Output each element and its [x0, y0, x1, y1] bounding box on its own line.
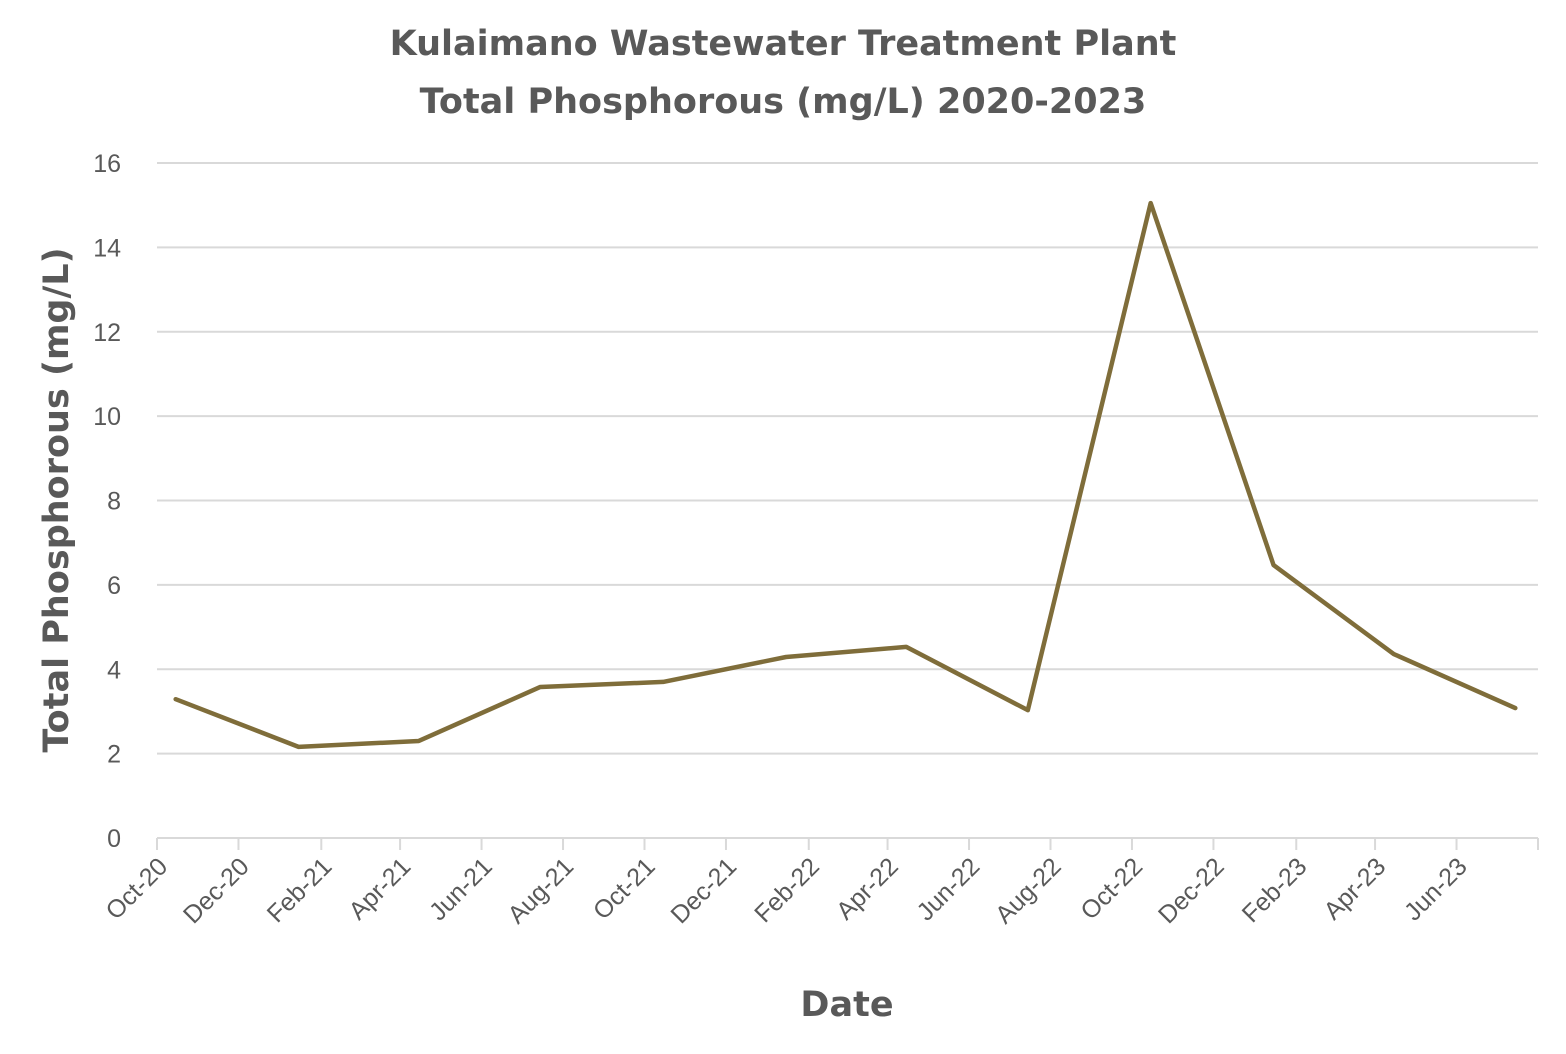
- x-tick-label: Oct-21: [588, 852, 661, 925]
- x-tick-label: Feb-23: [1237, 852, 1313, 928]
- y-tick-label: 10: [93, 403, 121, 431]
- x-tick-label: Jun-22: [911, 852, 985, 926]
- x-tick-label: Jun-23: [1399, 852, 1473, 926]
- y-tick-label: 0: [107, 825, 121, 853]
- x-tick-label: Dec-21: [665, 852, 742, 929]
- chart-title-line-1: Kulaimano Wastewater Treatment Plant: [390, 24, 1177, 64]
- y-axis-title: Total Phosphorous (mg/L): [37, 247, 77, 752]
- x-tick-label: Feb-21: [262, 852, 338, 928]
- x-tick-label: Aug-21: [502, 852, 579, 929]
- x-tick-label: Dec-20: [178, 852, 255, 929]
- y-tick-label: 2: [107, 741, 121, 769]
- y-tick-label: 12: [93, 319, 121, 347]
- y-tick-label: 4: [107, 656, 121, 684]
- x-tick-label: Dec-22: [1153, 852, 1230, 929]
- y-tick-label: 6: [107, 572, 121, 600]
- series-line: [173, 200, 1518, 750]
- x-tick-label: Jun-21: [424, 852, 498, 926]
- x-tick-label: Aug-22: [990, 852, 1067, 929]
- y-tick-label: 16: [93, 150, 121, 178]
- y-tick-label: 14: [93, 234, 121, 262]
- x-tick-label: Apr-23: [1318, 852, 1391, 925]
- x-tick-label: Oct-22: [1075, 852, 1148, 925]
- x-tick-label: Apr-21: [343, 852, 416, 925]
- chart-title-line-2: Total Phosphorous (mg/L) 2020-2023: [420, 82, 1147, 122]
- x-tick-label: Feb-22: [749, 852, 825, 928]
- x-tick-label: Oct-20: [100, 852, 173, 925]
- y-tick-label: 8: [107, 488, 121, 516]
- x-axis-title: Date: [800, 985, 893, 1025]
- x-tick-label: Apr-22: [831, 852, 904, 925]
